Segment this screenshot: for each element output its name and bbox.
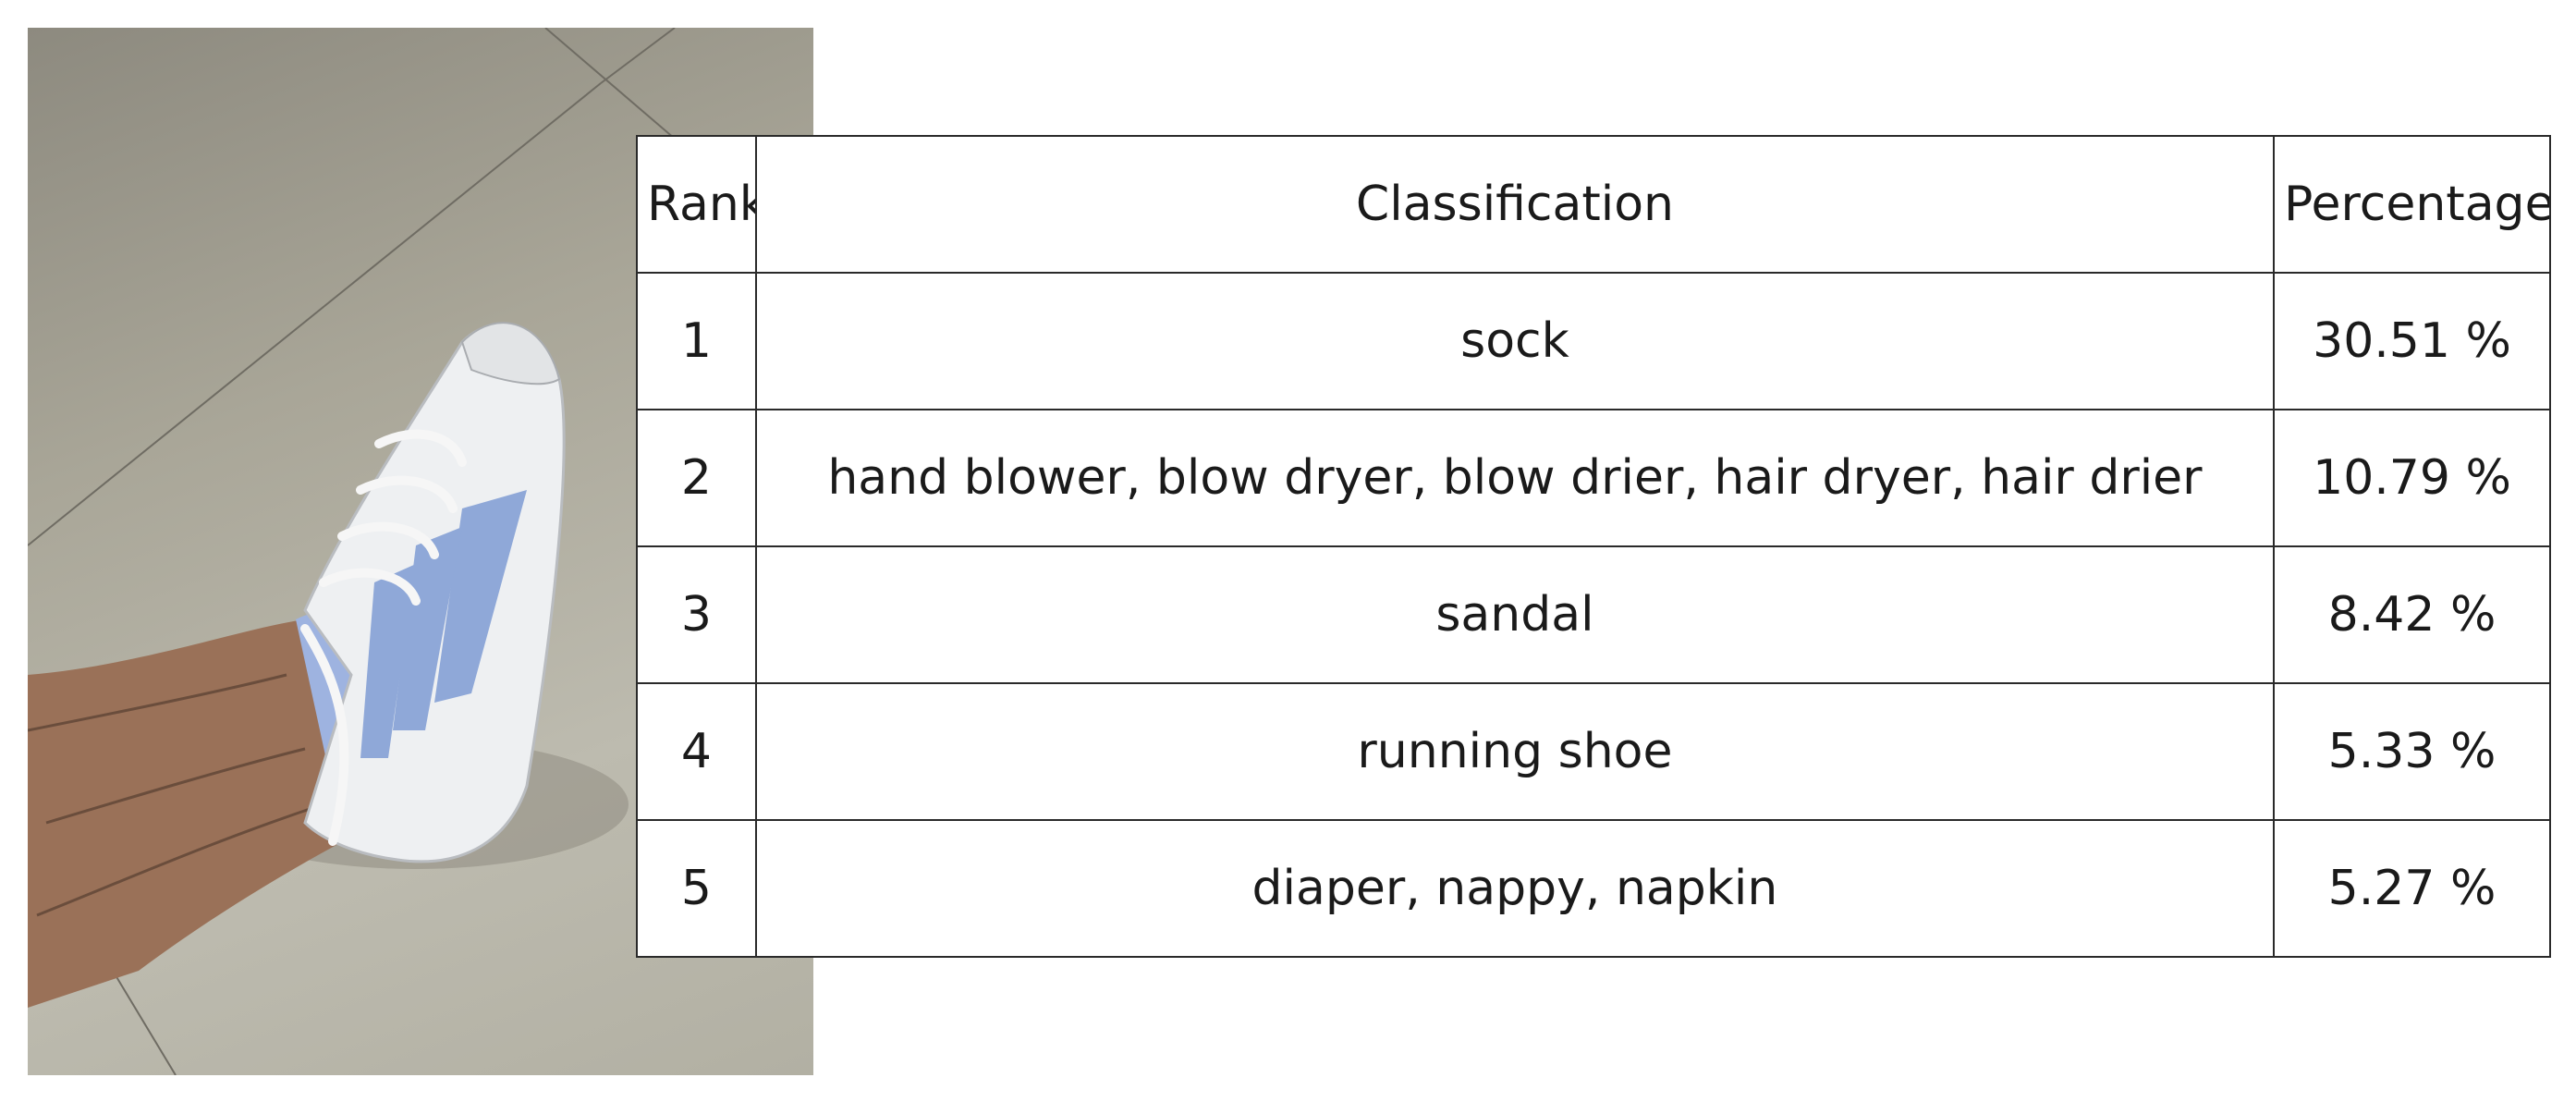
table-row: 2 hand blower, blow dryer, blow drier, h…	[636, 409, 2551, 547]
classification-results-table: Rank Classification Percentage 1 sock 30…	[636, 135, 2551, 958]
rank-cell: 4	[636, 682, 757, 821]
sneaker-toe-cap	[460, 322, 561, 386]
table-row: 4 running shoe 5.33 %	[636, 682, 2551, 821]
leg-hair	[28, 673, 287, 732]
rank-cell: 3	[636, 545, 757, 684]
classification-cell: sandal	[754, 545, 2276, 684]
percentage-cell: 30.51 %	[2273, 272, 2551, 410]
rank-cell: 1	[636, 272, 757, 410]
classification-cell: hand blower, blow dryer, blow drier, hai…	[754, 409, 2276, 547]
rank-cell: 2	[636, 409, 757, 547]
table-header-row: Rank Classification Percentage	[636, 135, 2551, 274]
floor-tile-seam	[544, 28, 676, 140]
header-percentage: Percentage	[2273, 135, 2551, 274]
leg-hair	[45, 747, 306, 825]
floor-tile-seam	[28, 82, 602, 546]
shoelace-loop	[300, 624, 349, 846]
table-row: 3 sandal 8.42 %	[636, 545, 2551, 684]
table-row: 5 diaper, nappy, napkin 5.27 %	[636, 819, 2551, 958]
percentage-cell: 5.33 %	[2273, 682, 2551, 821]
floor-tile-seam	[600, 28, 676, 84]
sneaker-stripe	[393, 527, 462, 730]
header-classification: Classification	[754, 135, 2276, 274]
percentage-cell: 10.79 %	[2273, 409, 2551, 547]
percentage-cell: 5.27 %	[2273, 819, 2551, 958]
shoelaces	[319, 429, 467, 606]
classification-cell: diaper, nappy, napkin	[754, 819, 2276, 958]
rank-cell: 5	[636, 819, 757, 958]
photo-illustration	[28, 28, 676, 1075]
classification-cell: running shoe	[754, 682, 2276, 821]
table-row: 1 sock 30.51 %	[636, 272, 2551, 410]
percentage-cell: 8.42 %	[2273, 545, 2551, 684]
leg-hair	[36, 802, 324, 917]
sneaker-stripe	[360, 564, 416, 758]
classification-cell: sock	[754, 272, 2276, 410]
leg	[28, 619, 379, 1008]
header-rank: Rank	[636, 135, 757, 274]
